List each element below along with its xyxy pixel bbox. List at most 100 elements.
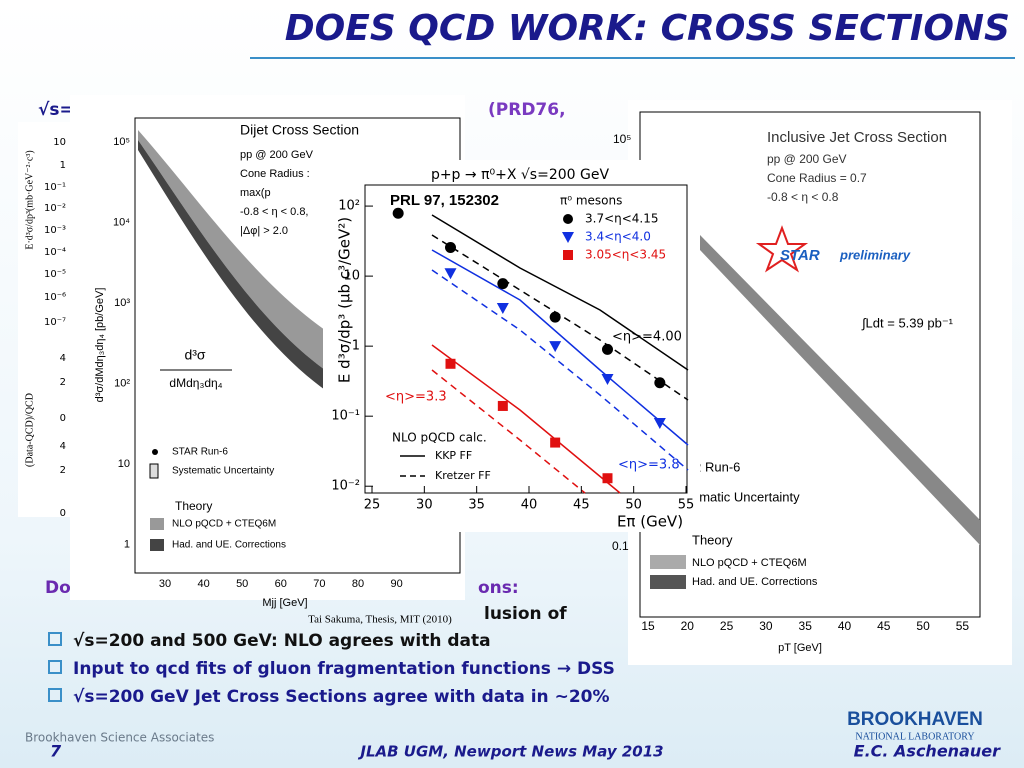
legend-marker: [152, 449, 158, 455]
bullet: √s=200 and 500 GeV: NLO agrees with data: [73, 631, 491, 651]
tick-label: 10⁻³: [44, 225, 66, 236]
point: [497, 400, 508, 411]
legend-entry: ematic Uncertainty: [692, 489, 800, 504]
legend-marker: [563, 214, 573, 224]
tick-label: 10⁵: [113, 136, 130, 148]
legend-entry: STAR Run-6: [172, 447, 228, 458]
bullet-box: [48, 632, 62, 646]
x-tick-label: 25: [364, 498, 381, 513]
theory-title: NLO pQCD calc.: [392, 431, 487, 445]
star-label: STAR: [780, 247, 820, 264]
axis-label: E d³σ/dp³ (μb c³/GeV²): [336, 217, 354, 383]
annotation: <η>=4.00: [612, 330, 682, 345]
x-tick-label: 55: [678, 498, 695, 513]
point: [496, 303, 509, 315]
dijet-title: Dijet Cross Section: [240, 122, 359, 138]
footer-event: JLAB UGM, Newport News May 2013: [357, 743, 663, 761]
star-icon: [755, 225, 809, 273]
tick-label: 10⁻⁶: [44, 292, 66, 303]
panel-text: max(p: [240, 187, 271, 199]
legend-entry: 3.05<η<3.45: [585, 248, 666, 262]
tick-label: 30: [159, 578, 171, 590]
bullet: √s=200 GeV Jet Cross Sections agree with…: [73, 687, 610, 707]
tick-label: 1: [60, 160, 66, 171]
star-label: preliminary: [839, 247, 911, 262]
tick-label: 0: [60, 508, 66, 519]
tick-label: 10⁵: [613, 132, 631, 146]
bullet-box: [48, 688, 62, 702]
point: [445, 358, 456, 369]
point: [549, 311, 561, 323]
tick-label: 55: [956, 619, 970, 633]
axis-label: Eπ (GeV): [617, 513, 683, 531]
tick-label: 4: [60, 353, 66, 364]
chart-title: p+p → π⁰+X √s=200 GeV: [431, 167, 610, 183]
point: [392, 207, 404, 219]
axis-label: Mjj [GeV]: [262, 597, 307, 609]
front-panel: [323, 160, 700, 532]
tick-label: 10: [118, 458, 130, 470]
curve: [431, 214, 689, 371]
panel-text: |Δφ| > 2.0: [240, 225, 288, 237]
fragment: Do: [45, 578, 71, 598]
legend-marker: [563, 250, 573, 260]
chart-subtitle: PRL 97, 152302: [390, 192, 499, 209]
front-frame: [364, 184, 688, 494]
legend-entry: Systematic Uncertainty: [172, 466, 274, 477]
axis-label: d³σ/dMdη₃dη₄ [pb/GeV]: [94, 288, 106, 403]
curve: [431, 344, 621, 494]
panel-text: Cone Radius :: [240, 168, 310, 180]
fragment: √s=: [38, 100, 74, 120]
tick-label: 10⁻¹: [44, 182, 66, 193]
tick-label: 40: [838, 619, 852, 633]
x-tick-label: 45: [573, 498, 590, 513]
tick-label: 10⁴: [113, 216, 130, 228]
point: [445, 242, 456, 254]
y-tick-label: 10⁻²: [331, 479, 360, 494]
y-tick-label: 10⁻¹: [331, 409, 360, 424]
tick-label: 20: [681, 619, 695, 633]
legend-entry: Theory: [175, 499, 212, 513]
legend-entry: Had. and UE. Corrections: [172, 540, 286, 551]
tick-label: 50: [236, 578, 248, 590]
point: [497, 278, 509, 290]
legend-entry: 3.7<η<4.15: [585, 212, 659, 226]
axis-label: (Data-QCD)/QCD: [24, 393, 35, 467]
tick-label: 1: [124, 538, 130, 550]
tick-label: 10: [53, 137, 66, 148]
annotation: <η>=3.3: [385, 390, 447, 405]
tick-label: 10⁻⁴: [44, 247, 66, 258]
panel-text: pp @ 200 GeV: [767, 152, 847, 166]
formula: d³σ: [184, 347, 205, 363]
legend-entry: 3.4<η<4.0: [585, 230, 651, 244]
point: [602, 473, 613, 484]
page-number: 7: [50, 742, 62, 761]
legend-entry: NLO pQCD + CTEQ6M: [172, 519, 276, 530]
band: [700, 235, 980, 545]
tick-label: 4: [60, 441, 66, 452]
legend-swatch: [150, 518, 164, 530]
author: E.C. Aschenauer: [854, 742, 1001, 761]
tick-label: 15: [641, 619, 655, 633]
panel-text: Cone Radius = 0.7: [767, 171, 867, 185]
incjet-title: Inclusive Jet Cross Section: [767, 129, 947, 146]
point: [444, 268, 457, 280]
tick-label: 35: [799, 619, 813, 633]
tick-label: 30: [759, 619, 773, 633]
fragment: ons:: [478, 578, 519, 598]
legend-entry: Theory: [692, 532, 733, 547]
tick-label: 10⁻⁷: [44, 317, 66, 328]
title: DOES QCD WORK: CROSS SECTIONS: [285, 8, 1010, 49]
x-tick-label: 30: [416, 498, 433, 513]
bullet: Input to qcd fits of gluon fragmentation…: [73, 659, 615, 679]
point: [653, 417, 666, 429]
point: [654, 377, 666, 389]
tick-label: 80: [352, 578, 364, 590]
panel-text: pp @ 200 GeV: [240, 149, 314, 161]
tick-label: 45: [877, 619, 891, 633]
fragment: lusion of: [484, 604, 567, 624]
bullet-box: [48, 660, 62, 674]
tick-label: 90: [390, 578, 402, 590]
legend-entry: R Run-6: [692, 459, 740, 474]
